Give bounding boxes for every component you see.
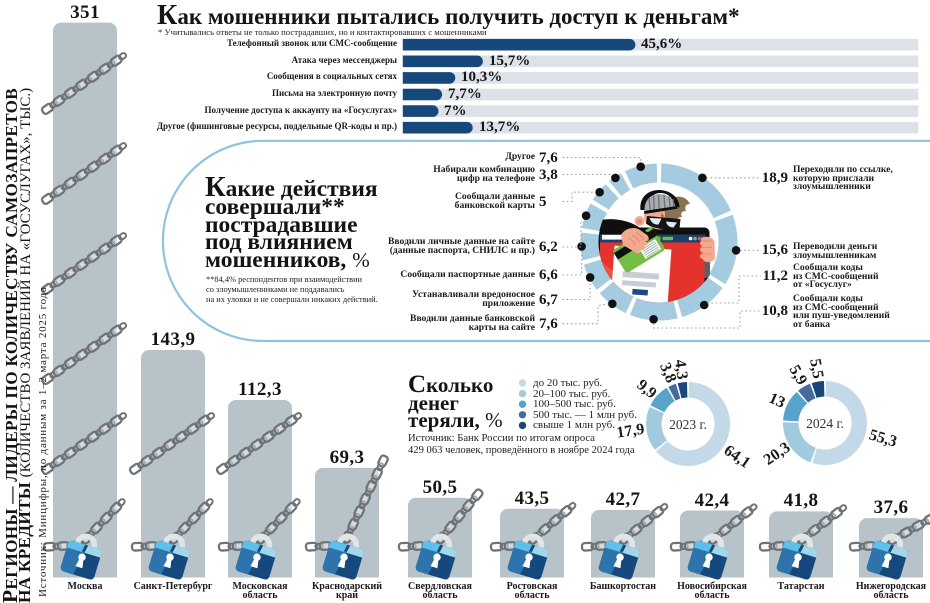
svg-text:5,9: 5,9 — [786, 362, 811, 388]
svg-text:5,5: 5,5 — [806, 357, 826, 380]
svg-text:64,1: 64,1 — [721, 442, 754, 472]
svg-text:2024 г.: 2024 г. — [806, 416, 844, 431]
svg-text:4,3: 4,3 — [671, 358, 691, 380]
svg-text:13: 13 — [766, 390, 788, 412]
svg-text:17,9: 17,9 — [615, 421, 645, 442]
svg-text:55,3: 55,3 — [867, 427, 899, 451]
svg-text:2023 г.: 2023 г. — [669, 417, 707, 432]
svg-text:3,8: 3,8 — [656, 360, 679, 385]
